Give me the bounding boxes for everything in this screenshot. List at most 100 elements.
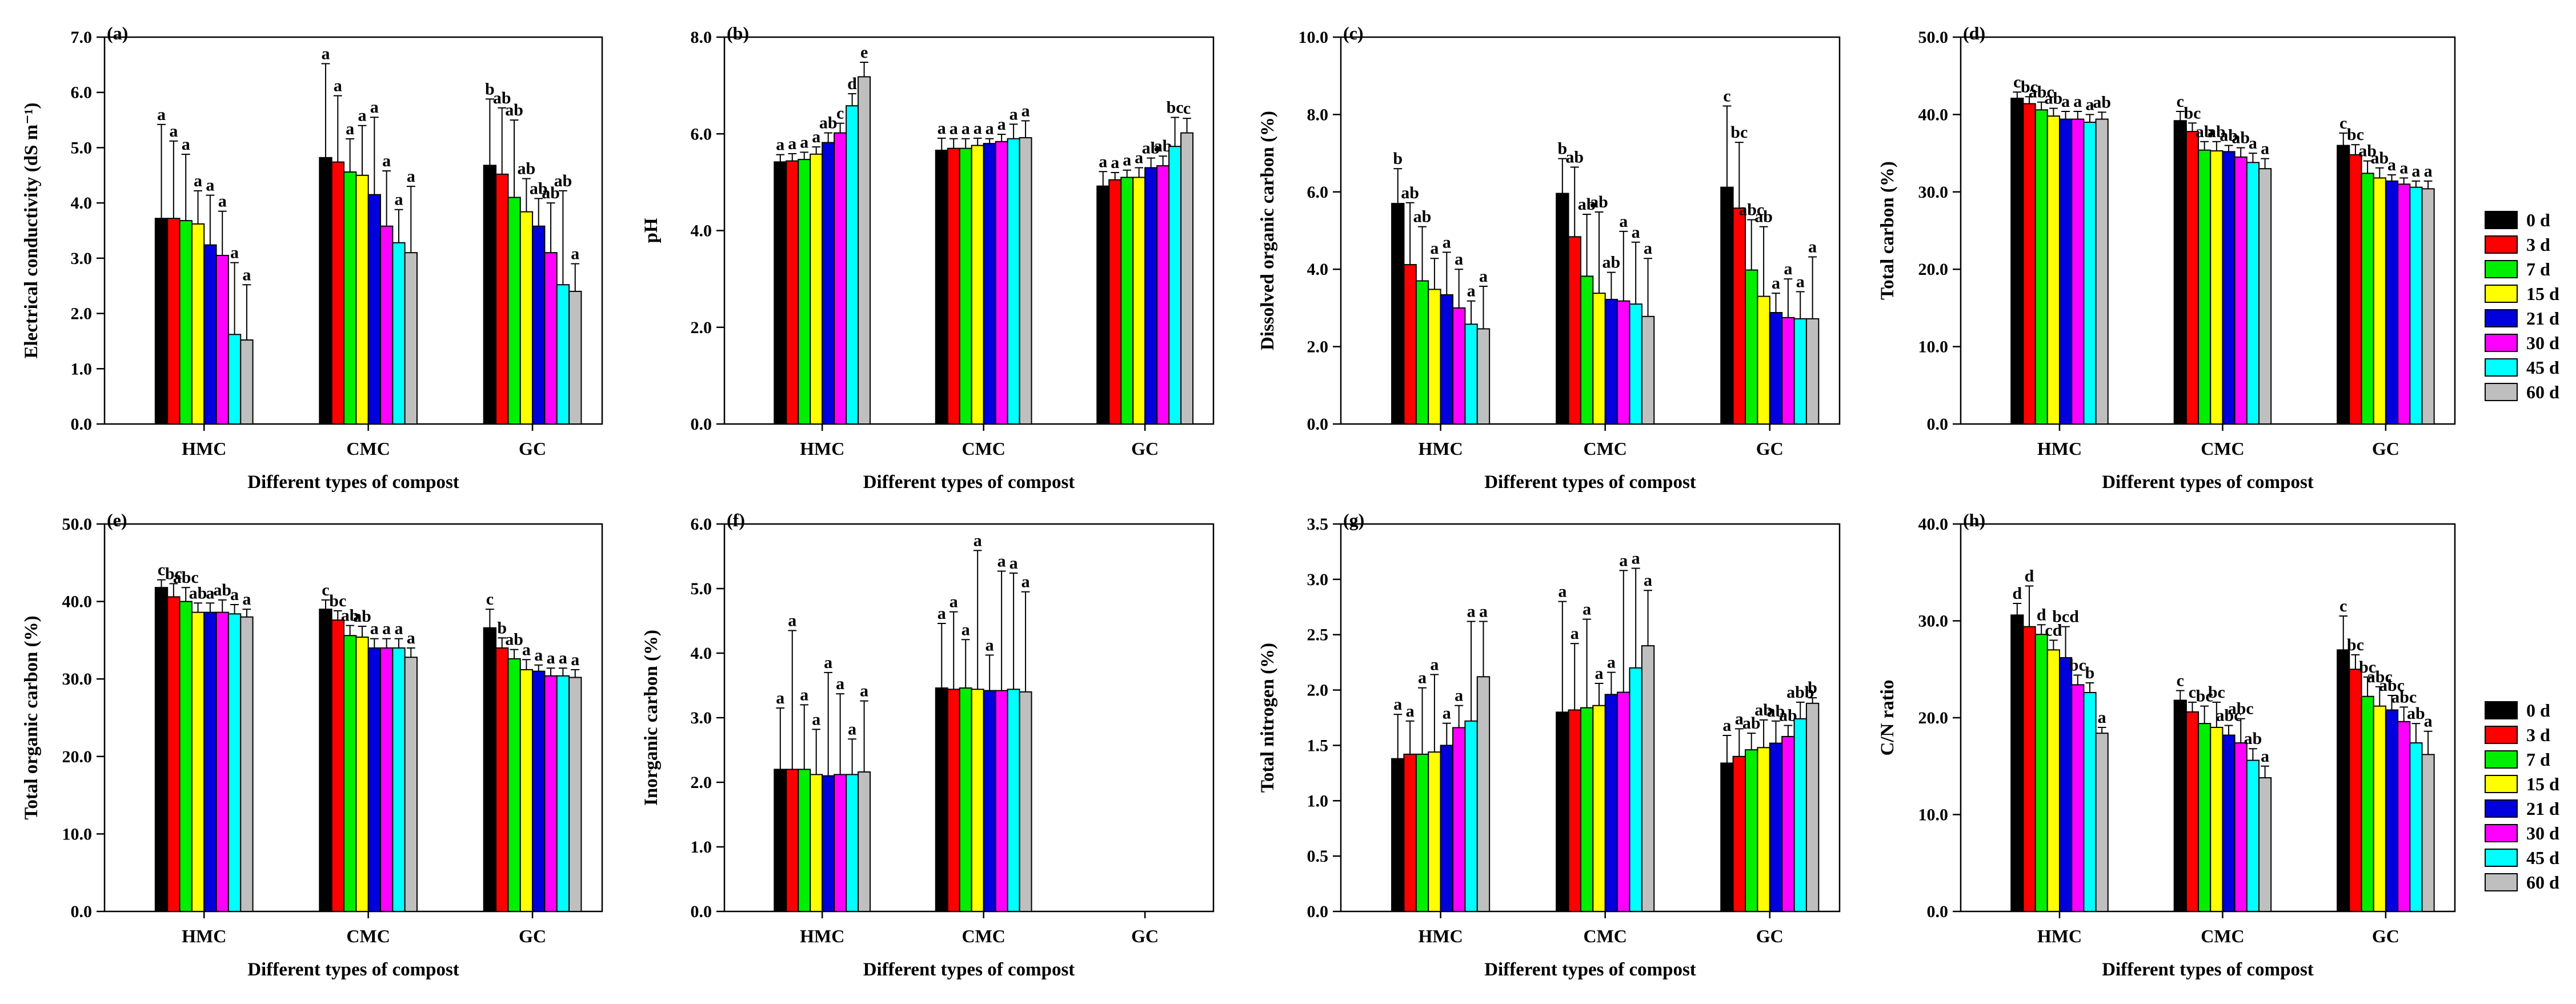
bar: [2173, 699, 2187, 912]
significance-label: b: [497, 618, 507, 637]
bar: [2173, 120, 2187, 425]
x-tick-label: GC: [519, 926, 546, 946]
y-tick-label: 6.0: [71, 83, 93, 102]
significance-label: a: [997, 115, 1006, 134]
x-tick-label: GC: [519, 438, 546, 459]
y-tick-label: 30.0: [1918, 612, 1949, 631]
bar: [1415, 280, 1429, 425]
panel-label: (a): [107, 23, 128, 43]
bar: [1476, 676, 1491, 912]
significance-label: a: [1443, 233, 1451, 251]
significance-label: a: [1021, 573, 1030, 591]
significance-label: a: [230, 585, 239, 604]
bar: [971, 689, 984, 913]
x-axis-label: Different types of compost: [2102, 472, 2314, 493]
bar: [2210, 726, 2224, 912]
bar: [1805, 318, 1820, 425]
y-tick-label: 4.0: [691, 644, 712, 663]
legend-label: 45 d: [2526, 847, 2559, 868]
significance-label: a: [1796, 272, 1805, 291]
legend-swatch: [2485, 799, 2518, 818]
bar: [507, 197, 521, 425]
significance-label: a: [788, 134, 796, 153]
bar: [1464, 720, 1478, 912]
significance-label: a: [1406, 702, 1415, 721]
bar: [1805, 702, 1820, 912]
significance-label: a: [1099, 152, 1107, 171]
bar: [1720, 186, 1734, 425]
significance-label: abc: [2029, 83, 2054, 102]
bar: [1556, 193, 1569, 425]
panel-label: (b): [727, 23, 749, 43]
bar: [556, 284, 570, 425]
bar: [568, 290, 582, 425]
bar: [191, 611, 205, 912]
significance-label: ab: [1413, 207, 1432, 226]
bar: [154, 587, 169, 912]
legend-swatch: [2485, 701, 2518, 719]
bar: [483, 165, 497, 425]
y-tick-label: 8.0: [691, 28, 712, 47]
x-tick-label: CMC: [1583, 926, 1626, 946]
bar: [544, 252, 558, 425]
significance-label: a: [1430, 655, 1439, 674]
significance-label: a: [2261, 747, 2269, 766]
significance-label: a: [1430, 239, 1439, 258]
significance-label: a: [938, 119, 946, 138]
legend-swatch: [2485, 750, 2518, 769]
bar: [810, 153, 823, 425]
significance-label: a: [1393, 695, 1402, 714]
significance-label: a: [218, 192, 227, 211]
y-axis-label: Total nitrogen (%): [1257, 643, 1278, 793]
y-tick-label: 0.0: [71, 415, 93, 434]
panel-label: (f): [727, 510, 745, 530]
significance-label: b: [2085, 663, 2095, 682]
legend: 0 d 3 d 7 d 15 d 21 d 30 d 45 d 60 d: [2485, 700, 2559, 893]
bar: [2059, 657, 2073, 913]
y-tick-label: 1.0: [71, 359, 93, 378]
significance-label: a: [382, 151, 391, 170]
significance-label: ab: [505, 630, 523, 649]
significance-label: a: [1583, 600, 1591, 619]
bar: [822, 142, 835, 425]
significance-label: abb: [1786, 683, 1814, 702]
significance-label: a: [1009, 554, 1018, 573]
legend-label: 21 d: [2526, 308, 2559, 329]
bar: [367, 647, 381, 912]
y-tick-label: 0.0: [1307, 415, 1329, 434]
significance-label: a: [1619, 551, 1628, 570]
bar: [858, 771, 871, 913]
x-axis-label: Different types of compost: [863, 959, 1075, 980]
y-axis-label: Total carbon (%): [1877, 161, 1898, 300]
significance-label: ab: [353, 607, 371, 626]
significance-label: ab: [1401, 183, 1419, 202]
significance-label: a: [1558, 582, 1567, 601]
legend-label: 45 d: [2526, 357, 2559, 378]
bar: [2349, 669, 2362, 912]
bar: [2210, 150, 2224, 425]
significance-label: ab: [2220, 126, 2238, 145]
bar: [1440, 294, 1453, 425]
chart-panel-8: 0.0 10.0 20.0 30.0 40.0 (h) C/N ratio Different…: [1877, 510, 2456, 980]
significance-label: ab: [1578, 195, 1596, 214]
significance-label: abc: [2228, 699, 2254, 718]
bar: [331, 161, 344, 425]
y-axis-label: Total organic carbon (%): [21, 615, 42, 819]
bar: [798, 159, 811, 425]
bar: [1476, 328, 1491, 425]
panel-label: (c): [1343, 23, 1364, 43]
bar: [786, 769, 799, 913]
significance-label: a: [407, 629, 415, 647]
legend-swatch: [2485, 211, 2518, 229]
bar: [1629, 303, 1642, 425]
bar: [367, 194, 381, 425]
y-tick-label: 50.0: [1918, 28, 1949, 47]
x-tick-label: GC: [1131, 438, 1159, 459]
significance-label: a: [321, 44, 330, 63]
significance-label: abc: [2391, 687, 2417, 706]
bar: [858, 76, 871, 425]
bar: [2361, 173, 2374, 425]
bar: [1096, 185, 1110, 425]
bar: [2071, 118, 2085, 425]
